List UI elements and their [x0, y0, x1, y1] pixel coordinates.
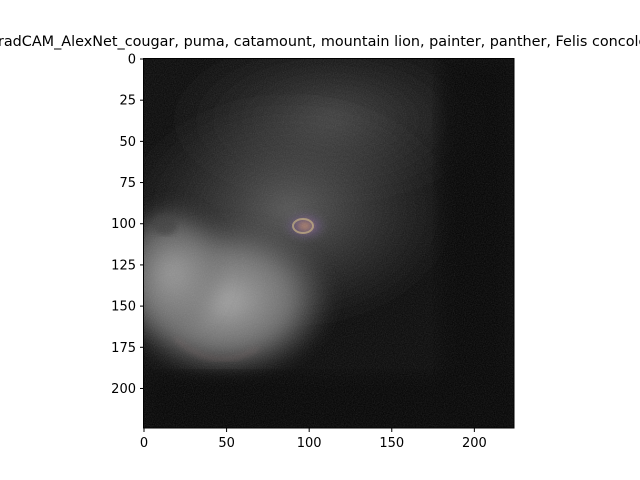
- x-tick-label: 50: [218, 436, 235, 451]
- y-tick-label: 125: [111, 258, 136, 273]
- y-tick-label: 50: [119, 135, 136, 150]
- x-tick-label: 150: [379, 436, 404, 451]
- y-tick-label: 25: [119, 94, 136, 109]
- y-tick-label: 100: [111, 217, 136, 232]
- axes-frame: [143, 58, 515, 429]
- guided-gradcam-cougar-image: [144, 59, 514, 428]
- y-tick-label: 200: [111, 382, 136, 397]
- figure-title: GradCAM_AlexNet_cougar, puma, catamount,…: [0, 34, 640, 50]
- x-tick-label: 200: [462, 436, 487, 451]
- x-tick-label: 100: [297, 436, 322, 451]
- y-tick-label: 0: [128, 53, 136, 68]
- y-tick-label: 175: [111, 341, 136, 356]
- x-tick-label: 0: [140, 436, 148, 451]
- y-axis: 0 25 50 75 100 125 150 175 200: [111, 53, 144, 397]
- x-axis: 0 50 100 150 200: [140, 428, 487, 451]
- y-tick-label: 75: [119, 176, 136, 191]
- y-tick-label: 150: [111, 300, 136, 315]
